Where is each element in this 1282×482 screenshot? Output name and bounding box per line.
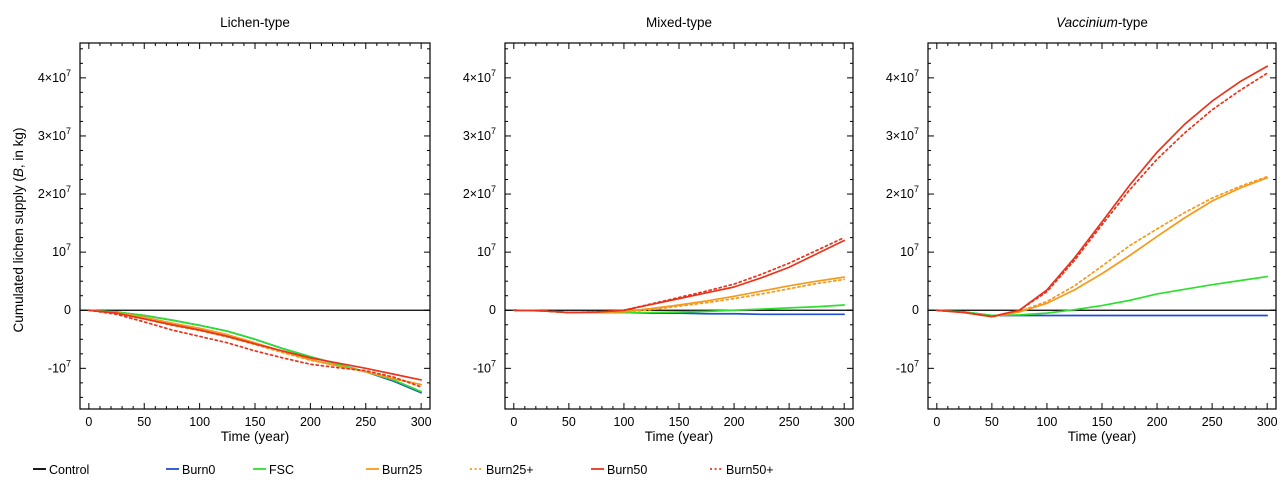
panel-title: Vaccinium-type (1056, 15, 1148, 30)
panel-2: Mixed-type 0 50 100 150 200 250 300 -107 0 107 2×10… (463, 15, 855, 444)
x-tick-label: 200 (1147, 415, 1168, 429)
y-tick-label: 0 (64, 303, 71, 317)
x-tick-label: 50 (137, 415, 151, 429)
x-tick-label: 150 (1092, 415, 1113, 429)
x-tick-label: 100 (189, 415, 210, 429)
series-line-burn25-plus (512, 278, 846, 314)
y-tick-label: -107 (473, 358, 496, 375)
legend-label: FSC (269, 463, 294, 477)
legend-item-burn25-plus: Burn25+ (470, 463, 534, 477)
legend-label: Control (49, 463, 89, 477)
legend-item-burn50: Burn50 (591, 463, 647, 477)
series-line-burn25 (935, 176, 1269, 318)
series-line-burn25-plus (935, 175, 1269, 318)
x-tick-label: 300 (1257, 415, 1278, 429)
x-axis-title: Time (year) (221, 429, 290, 444)
y-tick-label: 0 (912, 303, 919, 317)
x-tick-label: 50 (562, 415, 576, 429)
panel-3: Vaccinium-type 0 50 100 150 200 250 300 -107 0 107… (886, 15, 1278, 444)
y-tick-label: 3×107 (463, 126, 496, 143)
legend: Control Burn0 FSC Burn25 Burn25+ Burn50 Burn50… (33, 463, 774, 477)
x-tick-label: 50 (985, 415, 999, 429)
x-tick-label: 100 (1037, 415, 1058, 429)
x-axis-title: Time (year) (645, 429, 714, 444)
y-tick-label: 4×107 (886, 68, 919, 85)
x-tick-label: 0 (510, 415, 517, 429)
series-line-burn50-plus (935, 72, 1269, 318)
x-axis-title: Time (year) (1068, 429, 1137, 444)
x-tick-label: 200 (300, 415, 321, 429)
series-line-burn25 (88, 309, 422, 386)
y-tick-label: 4×107 (463, 68, 496, 85)
panels: Lichen-type 0 50 100 150 200 250 300 -107 0 107 2×1… (38, 15, 1278, 444)
x-tick-label: 150 (245, 415, 266, 429)
y-tick-label: 4×107 (38, 68, 71, 85)
legend-item-control: Control (33, 463, 89, 477)
x-tick-label: 300 (834, 415, 855, 429)
x-tick-label: 0 (85, 415, 92, 429)
panel-title: Mixed-type (646, 15, 712, 30)
legend-item-fsc: FSC (253, 463, 294, 477)
legend-item-burn50-plus: Burn50+ (710, 463, 774, 477)
y-tick-label: -107 (896, 358, 919, 375)
y-tick-label: 107 (900, 242, 919, 259)
series-line-burn50-plus (512, 236, 846, 314)
legend-item-burn25: Burn25 (366, 463, 422, 477)
series-line-burn50 (512, 239, 846, 314)
x-tick-label: 300 (411, 415, 432, 429)
y-tick-label: 2×107 (38, 184, 71, 201)
plot-frame (504, 42, 854, 410)
y-tick-label: 2×107 (463, 184, 496, 201)
y-tick-label: -107 (48, 358, 71, 375)
series-line-burn50-plus (88, 309, 422, 388)
series-line-fsc (935, 275, 1269, 317)
y-tick-label: 107 (52, 242, 71, 259)
legend-label: Burn25+ (486, 463, 534, 477)
x-tick-label: 0 (933, 415, 940, 429)
x-tick-label: 100 (614, 415, 635, 429)
legend-label: Burn0 (182, 463, 215, 477)
legend-label: Burn25 (382, 463, 422, 477)
x-tick-label: 250 (1202, 415, 1223, 429)
y-tick-label: 0 (489, 303, 496, 317)
panel-title: Lichen-type (220, 15, 290, 30)
legend-item-burn0: Burn0 (166, 463, 215, 477)
y-tick-label: 3×107 (38, 126, 71, 143)
y-axis-title-text: Cumulated lichen supply (B, in kg) (11, 128, 26, 333)
legend-label: Burn50 (607, 463, 647, 477)
x-tick-label: 250 (779, 415, 800, 429)
y-tick-label: 3×107 (886, 126, 919, 143)
series-line-burn50 (935, 65, 1269, 318)
x-tick-label: 200 (724, 415, 745, 429)
legend-label: Burn50+ (726, 463, 774, 477)
x-tick-label: 250 (355, 415, 376, 429)
y-tick-label: 2×107 (886, 184, 919, 201)
series-line-burn50 (88, 309, 422, 381)
x-tick-label: 150 (669, 415, 690, 429)
y-tick-label: 107 (477, 242, 496, 259)
panel-1: Lichen-type 0 50 100 150 200 250 300 -107 0 107 2×1… (38, 15, 432, 444)
y-axis-title: Cumulated lichen supply (B, in kg) (11, 128, 26, 333)
plot-frame (79, 42, 431, 410)
